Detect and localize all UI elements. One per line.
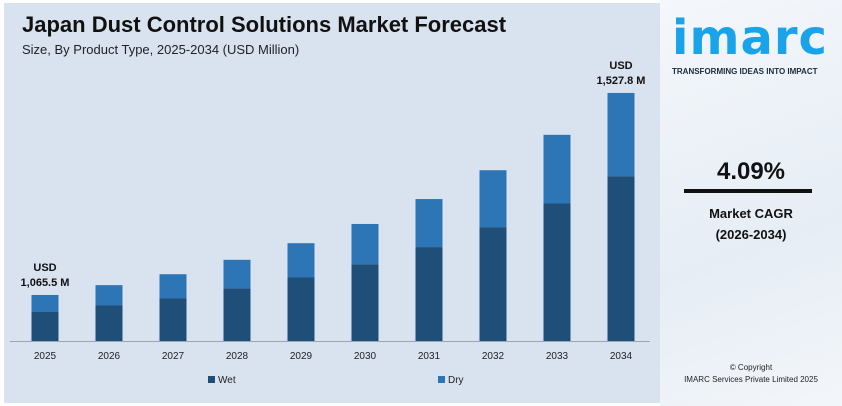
bar-dry-2028 (223, 259, 251, 289)
copyright: © Copyright IMARC Services Private Limit… (660, 362, 842, 386)
bar-dry-2026 (95, 285, 123, 306)
bar-wet-2025 (31, 312, 59, 341)
data-label-value: 1,527.8 M (597, 75, 646, 87)
x-tick-label: 2030 (354, 351, 377, 362)
x-tick-label: 2025 (34, 351, 57, 362)
copyright-line2: IMARC Services Private Limited 2025 (684, 375, 818, 384)
x-tick-label: 2027 (162, 351, 185, 362)
copyright-line1: © Copyright (729, 363, 773, 372)
cagr-label: Market CAGR (2026-2034) (660, 203, 842, 245)
bar-wet-2030 (351, 264, 379, 341)
legend-swatch-wet (208, 376, 215, 383)
cagr-value: 4.09% (716, 158, 786, 185)
bar-chart: 2025 USD 1,065.5 M 2026 2027 2028 2029 2030 2031… (10, 60, 650, 386)
x-tick-label: 2032 (482, 351, 505, 362)
x-tick-label: 2026 (98, 351, 121, 362)
bar-dry-2031 (415, 199, 443, 248)
x-tick-label: 2031 (418, 351, 441, 362)
bar-wet-2029 (287, 277, 315, 341)
legend-label-wet: Wet (218, 375, 236, 386)
data-label-value: 1,065.5 M (21, 277, 70, 289)
bar-wet-2031 (415, 247, 443, 341)
bar-dry-2032 (479, 170, 507, 228)
data-label-currency: USD (609, 60, 632, 72)
legend-label-dry: Dry (448, 375, 464, 386)
bar-dry-2030 (351, 223, 379, 265)
chart-title: Japan Dust Control Solutions Market Fore… (22, 12, 507, 37)
bar-wet-2033 (543, 203, 571, 341)
divider (684, 189, 812, 193)
info-panel: imarc TRANSFORMING IDEAS INTO IMPACT 4.0… (660, 0, 842, 406)
imarc-logo: imarc (672, 10, 828, 66)
bar-wet-2028 (223, 288, 251, 341)
bar-dry-2027 (159, 274, 187, 299)
bar-dry-2029 (287, 243, 315, 278)
logo-tagline: TRANSFORMING IDEAS INTO IMPACT (672, 67, 818, 76)
data-label-currency: USD (33, 262, 56, 274)
bar-dry-2033 (543, 134, 571, 204)
bar-wet-2027 (159, 298, 187, 341)
x-tick-label: 2029 (290, 351, 313, 362)
bar-wet-2032 (479, 227, 507, 341)
legend-swatch-dry (438, 376, 445, 383)
bar-wet-2026 (95, 305, 123, 341)
cagr-label-text: Market CAGR (709, 206, 793, 221)
x-tick-label: 2028 (226, 351, 249, 362)
chart-subtitle: Size, By Product Type, 2025-2034 (USD Mi… (22, 42, 300, 57)
x-tick-label: 2034 (610, 351, 633, 362)
x-tick-label: 2033 (546, 351, 569, 362)
cagr-period: (2026-2034) (715, 227, 787, 242)
bar-wet-2034 (607, 176, 635, 341)
bar-dry-2025 (31, 294, 59, 313)
bar-dry-2034 (607, 92, 635, 177)
